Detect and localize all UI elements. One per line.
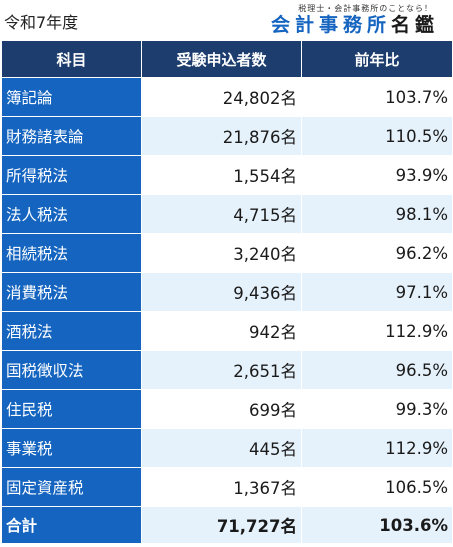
yoy-cell: 106.5% xyxy=(301,467,453,507)
table-row: 所得税法 1,554名 93.9% xyxy=(1,155,453,195)
total-applicants: 71,727名 xyxy=(141,506,302,544)
subject-cell: 住民税 xyxy=(1,389,142,429)
applicants-cell: 3,240名 xyxy=(141,233,302,273)
yoy-cell: 93.9% xyxy=(301,155,453,195)
page-header: 令和7年度 税理士・会計事務所のことなら！ 会計事務所名鑑 xyxy=(0,0,453,40)
table-row: 固定資産税 1,367名 106.5% xyxy=(1,467,453,507)
subject-cell: 酒税法 xyxy=(1,311,142,351)
logo-name-part2: 名鑑 xyxy=(391,14,440,36)
table-header-row: 科目 受験申込者数 前年比 xyxy=(1,40,453,78)
logo-name: 会計事務所名鑑 xyxy=(271,14,434,36)
table-row: 簿記論 24,802名 103.7% xyxy=(1,77,453,117)
applicants-cell: 2,651名 xyxy=(141,350,302,390)
total-row: 合計 71,727名 103.6% xyxy=(1,506,453,544)
column-header-applicants: 受験申込者数 xyxy=(141,40,302,78)
applicants-cell: 942名 xyxy=(141,311,302,351)
yoy-cell: 97.1% xyxy=(301,272,453,312)
logo-name-part1: 会計事務所 xyxy=(271,14,392,36)
table-row: 住民税 699名 99.3% xyxy=(1,389,453,429)
yoy-cell: 112.9% xyxy=(301,311,453,351)
table-row: 消費税法 9,436名 97.1% xyxy=(1,272,453,312)
applicants-table: 科目 受験申込者数 前年比 簿記論 24,802名 103.7% 財務諸表論 2… xyxy=(1,40,453,544)
subject-cell: 財務諸表論 xyxy=(1,116,142,156)
table-row: 酒税法 942名 112.9% xyxy=(1,311,453,351)
yoy-cell: 112.9% xyxy=(301,428,453,468)
applicants-cell: 24,802名 xyxy=(141,77,302,117)
applicants-cell: 4,715名 xyxy=(141,194,302,234)
table-row: 相続税法 3,240名 96.2% xyxy=(1,233,453,273)
applicants-cell: 445名 xyxy=(141,428,302,468)
total-yoy: 103.6% xyxy=(301,506,453,544)
year-label: 令和7年度 xyxy=(4,13,79,32)
applicants-cell: 9,436名 xyxy=(141,272,302,312)
subject-cell: 相続税法 xyxy=(1,233,142,273)
subject-cell: 事業税 xyxy=(1,428,142,468)
table-row: 事業税 445名 112.9% xyxy=(1,428,453,468)
yoy-cell: 98.1% xyxy=(301,194,453,234)
subject-cell: 国税徴収法 xyxy=(1,350,142,390)
table-row: 国税徴収法 2,651名 96.5% xyxy=(1,350,453,390)
logo-tagline: 税理士・会計事務所のことなら！ xyxy=(298,4,433,13)
yoy-cell: 110.5% xyxy=(301,116,453,156)
applicants-cell: 21,876名 xyxy=(141,116,302,156)
applicants-cell: 699名 xyxy=(141,389,302,429)
column-header-yoy: 前年比 xyxy=(301,40,453,78)
column-header-subject: 科目 xyxy=(1,40,142,78)
subject-cell: 消費税法 xyxy=(1,272,142,312)
yoy-cell: 103.7% xyxy=(301,77,453,117)
subject-cell: 固定資産税 xyxy=(1,467,142,507)
yoy-cell: 96.5% xyxy=(301,350,453,390)
table-row: 法人税法 4,715名 98.1% xyxy=(1,194,453,234)
subject-cell: 法人税法 xyxy=(1,194,142,234)
yoy-cell: 96.2% xyxy=(301,233,453,273)
applicants-cell: 1,367名 xyxy=(141,467,302,507)
table-row: 財務諸表論 21,876名 110.5% xyxy=(1,116,453,156)
yoy-cell: 99.3% xyxy=(301,389,453,429)
logo: 税理士・会計事務所のことなら！ 会計事務所名鑑 xyxy=(271,4,434,38)
subject-cell: 簿記論 xyxy=(1,77,142,117)
total-label: 合計 xyxy=(1,506,142,544)
subject-cell: 所得税法 xyxy=(1,155,142,195)
applicants-cell: 1,554名 xyxy=(141,155,302,195)
